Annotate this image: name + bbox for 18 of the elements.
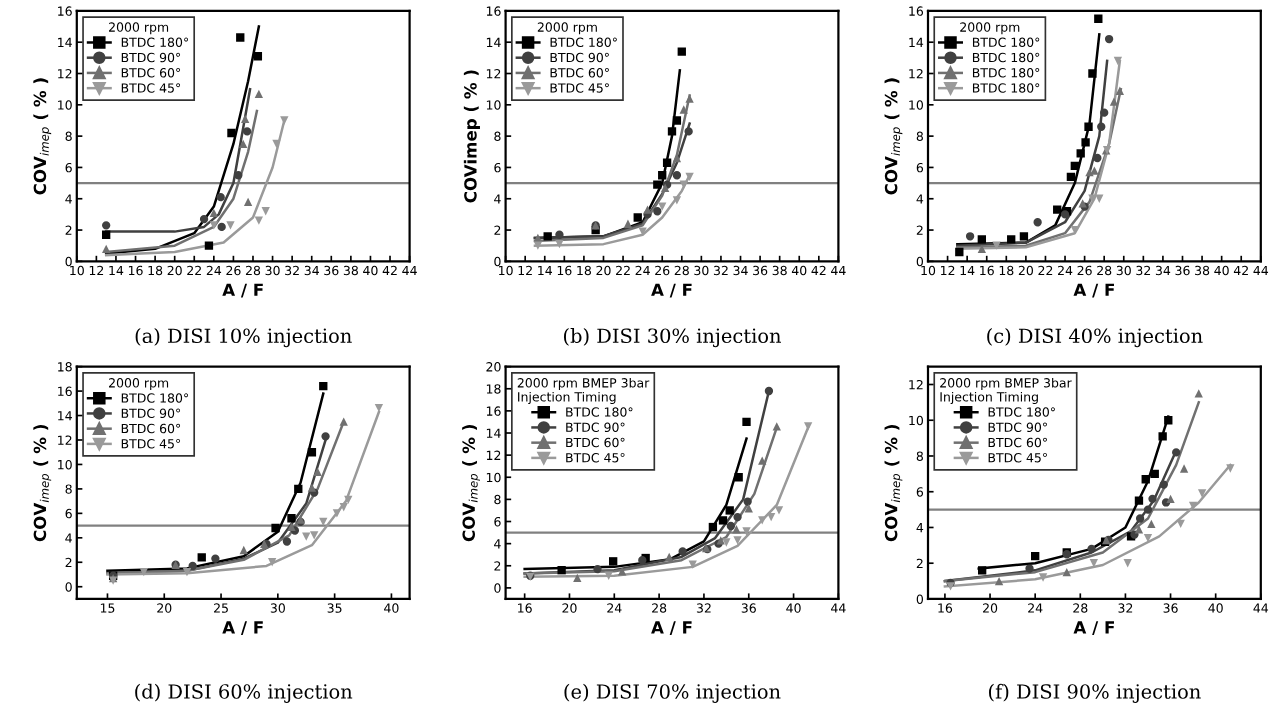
x-axis-title: A / F <box>651 621 692 635</box>
text: (d) DISI 60% injection <box>135 683 353 703</box>
text: (c) DISI 40% injection <box>987 328 1203 348</box>
y-axis-title: COV$_{imep}$ ( % ) <box>884 425 903 542</box>
x-axis-title: A / F <box>651 283 692 298</box>
y-axis-title: COV$_{imep}$ ( % ) <box>884 78 903 195</box>
y-axis-title: COV$_{imep}$ ( % ) <box>33 425 52 542</box>
text: (a) DISI 10% injection <box>135 328 352 348</box>
x-axis-title: A / F <box>1073 283 1114 298</box>
text: (e) DISI 70% injection <box>564 683 781 703</box>
y-axis-title: COV$_{imep}$ ( % ) <box>462 425 480 542</box>
y-axis-title: COV$_{imep}$ ( % ) <box>33 78 52 195</box>
text: (f) DISI 90% injection <box>989 683 1201 703</box>
text: (b) DISI 30% injection <box>564 328 781 348</box>
x-axis-title: A / F <box>222 621 263 635</box>
x-axis-title: A / F <box>1073 621 1114 635</box>
y-axis-title: COVimep ( % ) <box>463 70 480 203</box>
x-axis-title: A / F <box>222 283 263 298</box>
